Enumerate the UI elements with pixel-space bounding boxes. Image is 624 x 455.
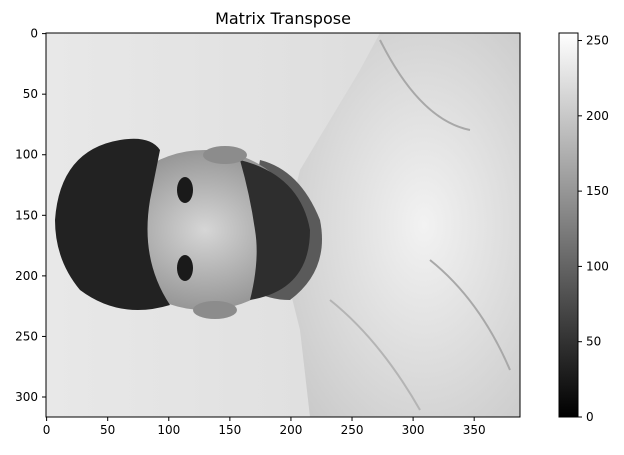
y-tick-label: 0 (30, 27, 38, 41)
axes-frame (45, 32, 521, 418)
y-tick-label: 50 (23, 87, 38, 101)
colorbar-tick-label: 0 (586, 410, 594, 424)
colorbar (558, 32, 579, 418)
y-tick-label: 100 (15, 148, 38, 162)
chart-title: Matrix Transpose (215, 9, 351, 28)
colorbar-tick-label: 50 (586, 335, 601, 349)
colorbar-tick-label: 250 (586, 34, 609, 48)
x-tick-label: 100 (157, 423, 180, 437)
heatmap-image (46, 33, 520, 417)
x-tick-label: 0 (43, 423, 51, 437)
colorbar-ticks: 0 50 100 150 200 250 (578, 34, 609, 424)
colorbar-tick-label: 150 (586, 184, 609, 198)
y-tick-label: 200 (15, 269, 38, 283)
x-axis-ticks: 0 50 100 150 200 250 300 350 (43, 417, 486, 437)
x-tick-label: 250 (341, 423, 364, 437)
x-tick-label: 200 (279, 423, 302, 437)
colorbar-tick-label: 100 (586, 259, 609, 273)
x-tick-label: 300 (402, 423, 425, 437)
colorbar-tick-label: 200 (586, 109, 609, 123)
y-tick-label: 300 (15, 390, 38, 404)
x-tick-label: 350 (463, 423, 486, 437)
y-tick-label: 250 (15, 329, 38, 343)
x-tick-label: 50 (100, 423, 115, 437)
y-axis-ticks: 0 50 100 150 200 250 300 (15, 27, 46, 404)
x-tick-label: 150 (218, 423, 241, 437)
y-tick-label: 150 (15, 208, 38, 222)
